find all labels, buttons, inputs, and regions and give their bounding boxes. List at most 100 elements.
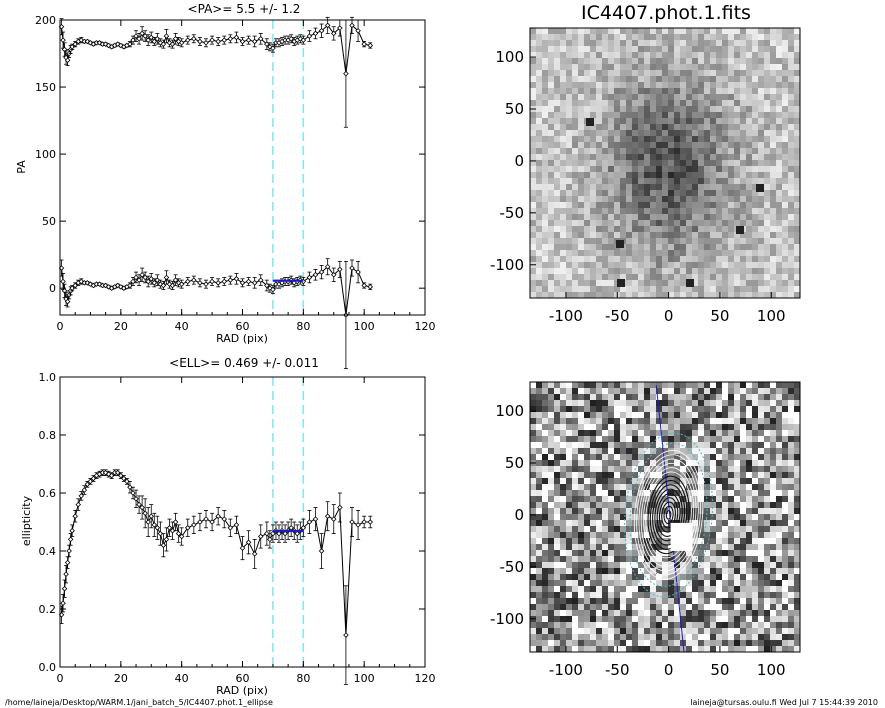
image-pixel (668, 142, 675, 149)
image-pixel (770, 196, 777, 203)
image-pixel (656, 118, 663, 125)
image-pixel (656, 76, 663, 83)
image-pixel (554, 616, 561, 623)
image-pixel (536, 76, 543, 83)
image-pixel (692, 574, 699, 581)
image-pixel (716, 610, 723, 617)
image-pixel (572, 430, 579, 437)
image-pixel (776, 382, 783, 389)
image-pixel (638, 508, 645, 515)
image-pixel (626, 154, 633, 161)
image-pixel (710, 556, 717, 563)
image-pixel (764, 616, 771, 623)
image-pixel (752, 70, 759, 77)
image-pixel (536, 430, 543, 437)
image-pixel (650, 112, 657, 119)
image-pixel (650, 178, 657, 185)
image-pixel (746, 448, 753, 455)
image-pixel (770, 220, 777, 227)
image-pixel (560, 154, 567, 161)
image-pixel (536, 130, 543, 137)
image-pixel (722, 382, 729, 389)
image-pixel (584, 70, 591, 77)
image-pixel (656, 574, 663, 581)
image-pixel (566, 442, 573, 449)
image-pixel (746, 436, 753, 443)
image-pixel (710, 184, 717, 191)
image-pixel (710, 598, 717, 605)
image-pixel (674, 28, 681, 35)
image-pixel (560, 220, 567, 227)
image-pixel (656, 136, 663, 143)
image-pixel (596, 616, 603, 623)
image-pixel (536, 388, 543, 395)
image-pixel (578, 394, 585, 401)
image-pixel (590, 502, 597, 509)
image-pixel (608, 556, 615, 563)
image-pixel (566, 448, 573, 455)
image-pixel (584, 568, 591, 575)
image-pixel (566, 508, 573, 515)
image-pixel (776, 88, 783, 95)
x-tick-label: 80 (296, 672, 310, 685)
image-pixel (626, 592, 633, 599)
image-pixel (536, 124, 543, 131)
image-pixel (626, 178, 633, 185)
image-pixel (578, 112, 585, 119)
data-point (121, 475, 127, 482)
image-pixel (584, 124, 591, 131)
image-pixel (560, 568, 567, 575)
image-pixel (740, 610, 747, 617)
image-pixel (530, 94, 537, 101)
data-point (75, 501, 82, 508)
image-pixel (530, 76, 537, 83)
image-pixel (704, 514, 711, 521)
image-pixel (740, 430, 747, 437)
image-pixel (776, 592, 783, 599)
image-pixel (698, 286, 705, 293)
image-pixel (692, 412, 699, 419)
image-pixel (542, 178, 549, 185)
image-pixel (746, 496, 753, 503)
image-pixel (536, 106, 543, 113)
image-pixel (704, 142, 711, 149)
image-pixel (572, 184, 579, 191)
image-pixel (638, 196, 645, 203)
image-pixel (566, 190, 573, 197)
image-pixel (602, 70, 609, 77)
image-pixel (698, 598, 705, 605)
image-pixel (590, 568, 597, 575)
image-pixel (794, 226, 801, 233)
image-pixel (626, 184, 633, 191)
image-pixel (728, 214, 735, 221)
image-pixel (728, 34, 735, 41)
image-pixel (746, 406, 753, 413)
image-pixel (536, 250, 543, 257)
image-pixel (770, 160, 777, 167)
image-pixel (554, 76, 561, 83)
image-pixel (728, 136, 735, 143)
image-pixel (572, 610, 579, 617)
image-pixel (560, 64, 567, 71)
image-pixel (650, 424, 657, 431)
image-pixel (788, 268, 795, 275)
data-point (64, 559, 71, 566)
image-pixel (746, 142, 753, 149)
image-pixel (740, 520, 747, 527)
image-pixel (536, 100, 543, 107)
image-pixel (752, 58, 759, 65)
image-pixel (752, 472, 759, 479)
image-pixel (662, 190, 669, 197)
image-pixel (566, 46, 573, 53)
image-pixel (782, 508, 789, 515)
image-pixel (632, 598, 639, 605)
image-pixel (626, 274, 633, 281)
image-pixel (530, 526, 537, 533)
image-pixel (764, 526, 771, 533)
image-pixel (794, 34, 801, 41)
image-pixel (536, 418, 543, 425)
image-pixel (596, 526, 603, 533)
image-pixel (680, 76, 687, 83)
image-pixel (698, 52, 705, 59)
image-pixel (560, 460, 567, 467)
